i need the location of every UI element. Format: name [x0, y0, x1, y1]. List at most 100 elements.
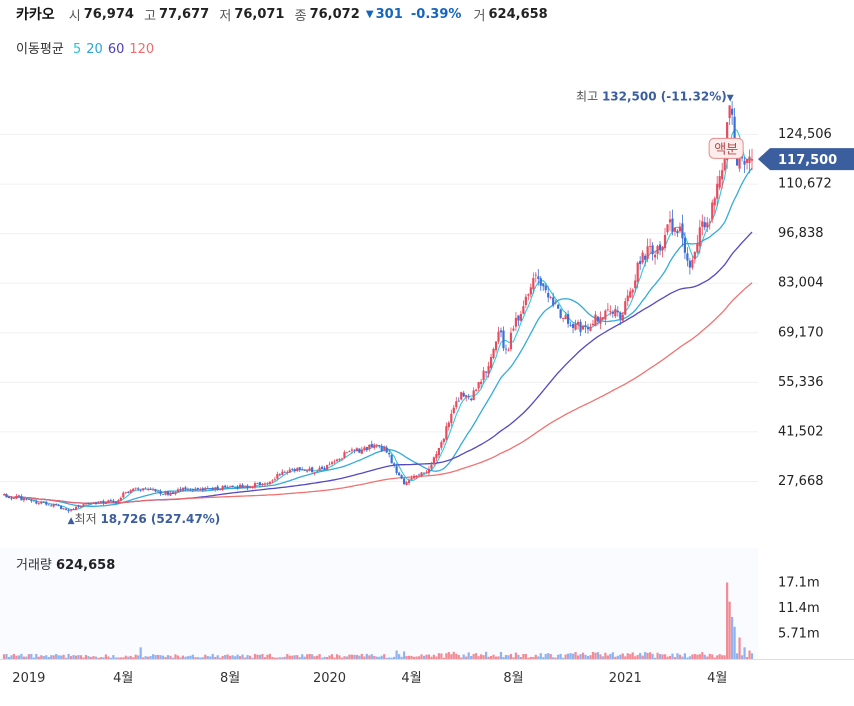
candle-body [723, 158, 726, 170]
candle-body [489, 356, 493, 369]
candle [311, 466, 314, 473]
volume-bar [174, 654, 177, 659]
candle [77, 504, 80, 509]
candle-body [219, 488, 222, 490]
candle [621, 311, 624, 322]
volume-bar [171, 657, 175, 659]
candle [65, 508, 68, 511]
candle [355, 447, 358, 452]
high-value: 77,677 [159, 6, 210, 22]
candle [333, 459, 336, 465]
volume-bar [216, 655, 219, 659]
candle-body [743, 160, 746, 165]
volume-bar [614, 656, 617, 659]
change-down-icon: ▼ [365, 8, 374, 20]
candle-body [649, 246, 652, 247]
candle-body [663, 234, 667, 248]
volume-bar [584, 654, 587, 659]
current-price-tag [758, 148, 854, 171]
candle-body [32, 500, 35, 502]
volume-bar [373, 655, 376, 659]
candle [231, 485, 234, 488]
candle [629, 287, 632, 298]
candle [363, 445, 366, 452]
volume-bar [241, 654, 244, 659]
candle-body [186, 489, 189, 491]
candle [89, 502, 93, 506]
volume-bar [718, 654, 721, 659]
candle [256, 482, 259, 484]
candle [169, 491, 172, 497]
candle [676, 229, 679, 238]
volume-bar [609, 653, 612, 659]
volume-bar [693, 654, 696, 659]
candle-body [544, 285, 547, 291]
candle [199, 487, 202, 492]
volume-bar [711, 654, 714, 659]
volume-bar [224, 654, 227, 659]
candle-body [422, 472, 426, 474]
volume-bar [542, 657, 545, 659]
candle-body [412, 475, 416, 479]
volume-bar [601, 656, 604, 659]
candle-body [45, 501, 48, 505]
candle [547, 286, 550, 303]
candle [57, 503, 60, 507]
candle-body [179, 488, 182, 491]
candle-body [718, 176, 721, 188]
ma-20-line [3, 167, 753, 507]
candle [693, 251, 696, 264]
volume-bar [278, 657, 281, 659]
candle [142, 488, 145, 492]
candle [591, 319, 595, 327]
candle-body [517, 315, 520, 321]
candle-body [57, 505, 60, 507]
candle-body [407, 480, 411, 484]
volume-bar [169, 655, 172, 659]
candle-body [234, 487, 237, 489]
volume-bar [534, 654, 537, 659]
candle-body [494, 341, 498, 351]
candle [261, 483, 264, 487]
candle-body [176, 489, 180, 493]
candle [79, 505, 83, 509]
candle [27, 498, 30, 501]
candle [522, 300, 525, 315]
volume-bar [238, 656, 242, 659]
candle-body [514, 317, 518, 327]
candle [465, 394, 468, 402]
candle [671, 209, 674, 236]
volume-bar [539, 653, 542, 659]
candle-body [129, 490, 132, 493]
volume-bar [209, 656, 212, 659]
volume-tick-label: 17.1m [778, 575, 820, 590]
candle [395, 463, 398, 476]
candle-body [581, 326, 585, 330]
candle-body [5, 494, 8, 498]
candle [343, 450, 346, 459]
candle-body [457, 400, 460, 402]
candle [383, 445, 386, 452]
candle-body [156, 491, 160, 493]
candle [417, 473, 421, 476]
volume-bar [634, 656, 637, 659]
candle [378, 444, 381, 449]
volume-bar [316, 655, 319, 659]
volume-bar [721, 655, 724, 659]
volume-bar [358, 655, 361, 659]
candle-body [335, 459, 339, 462]
volume-bar [574, 652, 577, 659]
candle [569, 321, 572, 327]
volume-bar [649, 652, 652, 659]
candle-body [52, 504, 55, 507]
ma-60-label: 60 [107, 42, 125, 57]
candle-body [698, 227, 701, 247]
candle-body [532, 278, 535, 290]
volume-bar [512, 657, 515, 659]
moving-average-legend[interactable]: 이동평균 5 20 60 120 [16, 38, 159, 57]
candle [435, 451, 438, 462]
volume-bar [114, 657, 117, 659]
candle-body [378, 445, 381, 447]
candle-body [681, 223, 684, 239]
